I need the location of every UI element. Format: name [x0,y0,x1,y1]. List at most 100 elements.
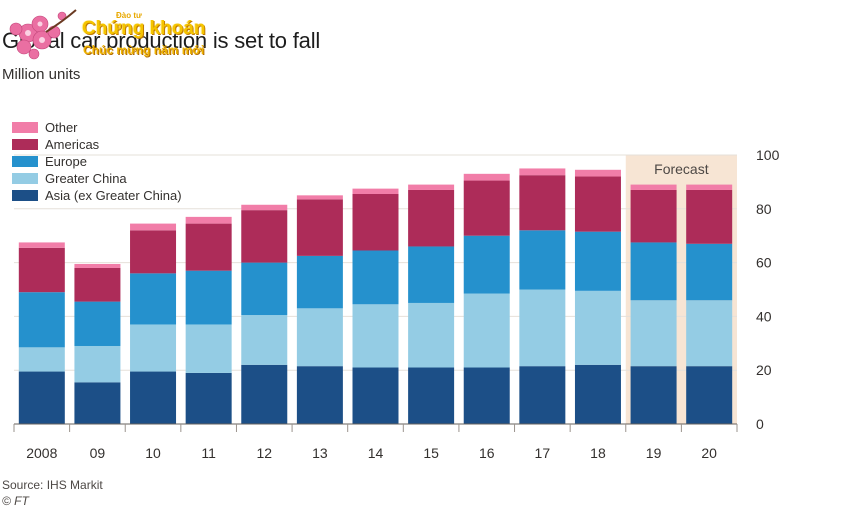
bar-segment-europe [18,292,65,348]
bar-segment-asia-ex-greater-china [408,367,455,424]
bar-segment-greater-china [574,290,621,365]
bar-segment-americas [130,230,177,274]
legend-swatch [12,173,38,184]
bar-segment-americas [519,175,566,231]
y-tick-label: 60 [756,255,772,271]
bar-segment-other [296,195,343,200]
x-tick-label: 15 [423,445,439,461]
bar-segment-americas [574,176,621,232]
bar-segment-americas [18,247,65,293]
x-tick-label: 11 [201,445,216,461]
bar-segment-asia-ex-greater-china [686,366,733,424]
x-tick-label: 18 [590,445,606,461]
bar-segment-other [519,168,566,176]
watermark-text-small: Chúc mừng năm mới [83,43,205,57]
bar-segment-europe [686,243,733,301]
bar-segment-americas [686,189,733,244]
x-tick-label: 13 [312,445,328,461]
bar-segment-greater-china [130,324,177,372]
bar-segment-greater-china [686,300,733,367]
bar-segment-asia-ex-greater-china [519,366,566,424]
watermark-text-tiny: Đào tư [116,11,142,20]
legend-label: Other [45,120,78,135]
bar-segment-asia-ex-greater-china [352,367,399,424]
legend-label: Asia (ex Greater China) [45,188,182,203]
bar-segment-europe [130,273,177,325]
bar-segment-greater-china [185,324,232,373]
bar-segment-other [352,188,399,195]
bar-segment-americas [463,180,510,236]
credit-note: © FT [2,494,29,508]
bar-segment-asia-ex-greater-china [185,372,232,424]
bar-segment-asia-ex-greater-china [74,382,121,424]
bar-segment-asia-ex-greater-china [296,366,343,424]
legend-swatch [12,190,38,201]
x-tick-label: 20 [701,445,717,461]
bar-segment-greater-china [18,347,65,372]
bar-segment-americas [352,194,399,251]
x-tick-label: 14 [368,445,384,461]
bar-segment-other [408,184,455,190]
bar-segment-europe [296,255,343,309]
bar-segment-asia-ex-greater-china [130,371,177,424]
bar-segment-greater-china [74,345,121,383]
y-tick-label: 80 [756,201,772,217]
bar-segment-americas [74,267,121,302]
bar-segment-other [241,204,288,211]
bar-segment-greater-china [296,308,343,367]
bar-segment-asia-ex-greater-china [463,367,510,424]
bar-segment-other [18,242,65,248]
x-tick-label: 12 [256,445,272,461]
bar-segment-greater-china [630,300,677,367]
bar-segment-europe [241,262,288,316]
bar-segment-greater-china [241,315,288,365]
y-tick-label: 40 [756,308,772,324]
bar-segment-europe [352,250,399,305]
bar-segment-americas [296,199,343,256]
bar-segment-other [74,263,121,268]
y-tick-label: 0 [756,416,764,432]
bar-segment-europe [185,270,232,325]
bar-segment-europe [74,301,121,346]
bar-segment-other [463,173,510,181]
bar-segment-greater-china [519,289,566,367]
watermark-logo: Đào tư Chứng khoán Chúc mừng năm mới [2,2,217,64]
y-tick-label: 20 [756,362,772,378]
legend-label: Americas [45,137,100,152]
x-tick-label: 09 [90,445,106,461]
x-tick-label: 19 [646,445,662,461]
bar-segment-americas [630,189,677,243]
bar-segment-europe [630,242,677,301]
x-tick-label: 10 [145,445,161,461]
source-note: Source: IHS Markit [2,478,103,492]
y-tick-label: 100 [756,147,780,163]
bar-segment-europe [408,246,455,303]
cherry-blossom-icon [9,9,77,60]
bar-segment-americas [185,223,232,271]
legend-swatch [12,139,38,150]
watermark-text-big: Chứng khoán [82,18,206,39]
x-tick-label: 17 [535,445,551,461]
bar-segment-europe [463,235,510,294]
x-tick-label: 16 [479,445,495,461]
bar-segment-other [630,184,677,190]
legend-label: Europe [45,154,87,169]
x-tick-label: 2008 [26,445,57,461]
bar-segment-asia-ex-greater-china [241,364,288,424]
bar-segment-europe [574,231,621,291]
forecast-label: Forecast [654,161,709,177]
bar-segment-americas [408,189,455,247]
bar-segment-greater-china [408,302,455,368]
bar-segment-asia-ex-greater-china [18,371,65,424]
legend-swatch [12,156,38,167]
y-axis-unit-label: Million units [2,66,81,83]
bar-segment-other [686,184,733,190]
bar-segment-greater-china [352,304,399,368]
legend-swatch [12,122,38,133]
bar-segment-americas [241,210,288,263]
bar-segment-europe [519,230,566,290]
bar-segment-asia-ex-greater-china [630,366,677,424]
bar-segment-other [574,169,621,177]
legend-label: Greater China [45,171,127,186]
